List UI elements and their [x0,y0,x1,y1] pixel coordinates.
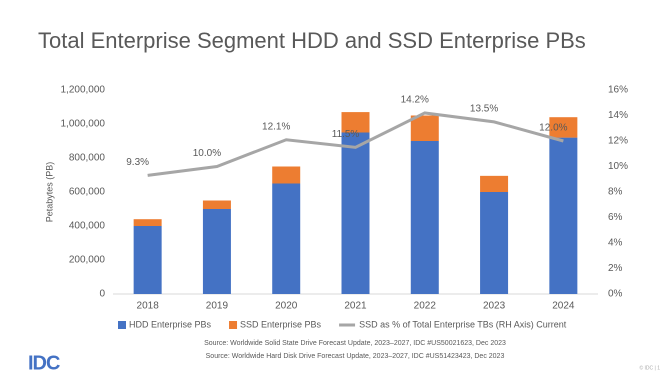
bar [480,175,509,192]
y-tick-label: 800,000 [69,153,106,164]
source-note: Source: Worldwide Hard Disk Drive Foreca… [206,353,505,360]
x-tick-label: 2018 [137,301,160,312]
y2-tick-label: 12% [608,136,628,147]
y2-tick-label: 0% [608,289,623,300]
y2-tick-label: 2% [608,263,623,274]
y-tick-label: 0 [99,289,105,300]
x-tick-label: 2023 [483,301,506,312]
y-tick-label: 600,000 [69,187,106,198]
chart-title: Total Enterprise Segment HDD and SSD Ent… [38,28,586,53]
x-tick-label: 2022 [414,301,437,312]
bar [202,209,231,294]
legend-label: SSD as % of Total Enterprise TBs (RH Axi… [359,319,567,329]
bar [549,117,578,138]
bar [410,115,439,141]
y2-tick-label: 8% [608,187,623,198]
bar [133,219,162,226]
legend-label: HDD Enterprise PBs [129,319,212,329]
x-tick-label: 2019 [206,301,229,312]
y-axis-title: Petabytes (PB) [44,162,54,223]
bar [133,226,162,294]
bar [272,183,301,294]
data-label: 13.5% [470,104,498,115]
data-label: 11.5% [332,129,360,140]
legend-label: SSD Enterprise PBs [240,319,322,329]
y2-tick-label: 10% [608,161,628,172]
bar [341,112,370,133]
data-label: 9.3% [126,157,149,168]
bar [480,192,509,294]
y2-tick-label: 16% [608,85,628,96]
y2-tick-label: 6% [608,212,623,223]
y-tick-label: 1,200,000 [61,85,106,96]
data-label: 12.1% [262,121,290,132]
y-tick-label: 200,000 [69,255,106,266]
bar [410,141,439,294]
y-tick-label: 400,000 [69,221,106,232]
y-tick-label: 1,000,000 [61,119,106,130]
source-note: Source: Worldwide Solid State Drive Fore… [204,340,506,347]
line [147,111,564,177]
logo: IDC [28,352,60,374]
bar [202,200,231,209]
y2-tick-label: 14% [608,110,628,121]
data-label: 12.0% [539,123,567,134]
data-label: 10.0% [193,148,221,159]
data-label: 14.2% [401,95,429,106]
bar [272,166,301,184]
x-tick-label: 2024 [552,301,575,312]
x-tick-label: 2020 [275,301,298,312]
legend-swatch [229,321,238,329]
legend-swatch [118,321,126,329]
bar [549,137,578,294]
y2-tick-label: 4% [608,238,623,249]
bar [341,132,370,294]
x-tick-label: 2021 [344,301,367,312]
footer: © IDC | 1 [639,364,660,371]
